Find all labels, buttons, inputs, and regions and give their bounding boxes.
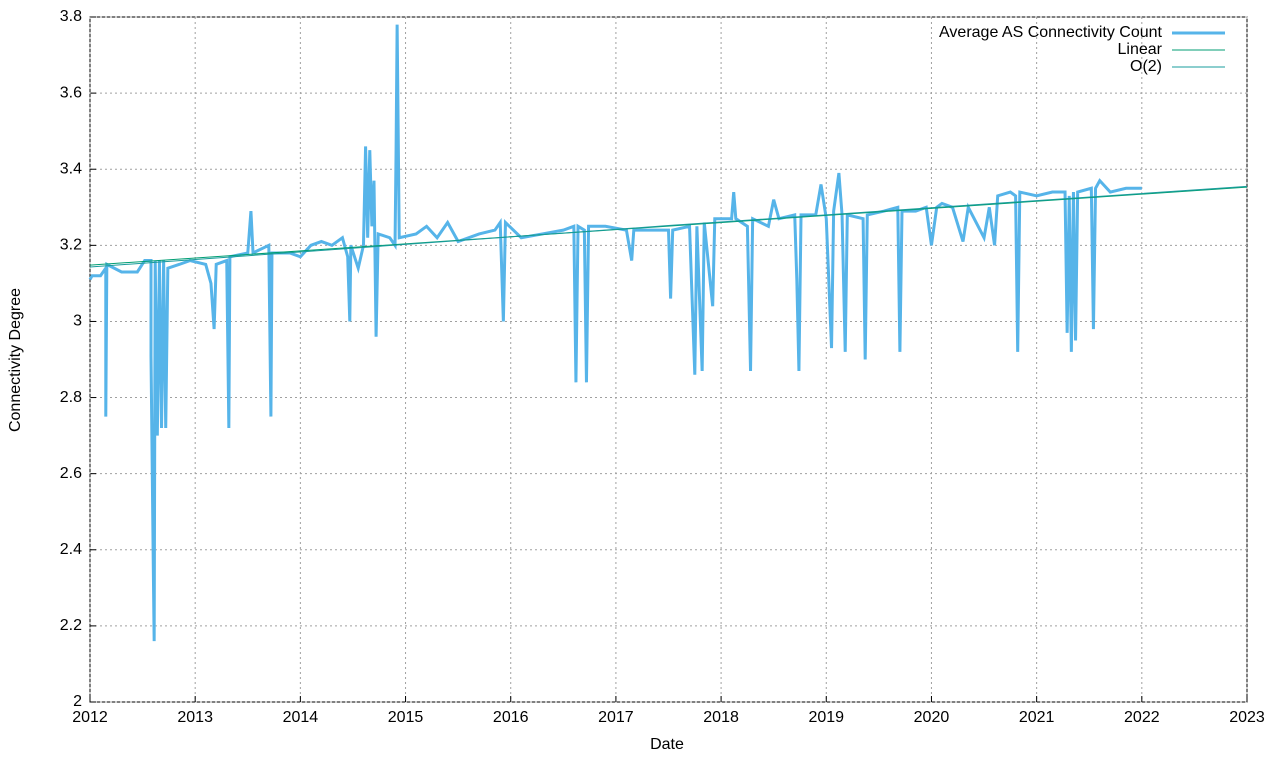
y-tick-label: 2.8: [60, 389, 82, 406]
y-tick-label: 3.4: [60, 160, 82, 177]
data-line: [89, 186, 1248, 266]
x-tick-label: 2020: [914, 709, 950, 726]
x-tick-label: 2015: [388, 709, 424, 726]
y-tick-label: 2.6: [60, 465, 82, 482]
x-tick-label: 2014: [283, 709, 319, 726]
data-line: [89, 185, 1248, 268]
y-axis-label: Connectivity Degree: [7, 288, 24, 432]
y-tick-label: 3.6: [60, 84, 82, 101]
y-tick-label: 2.4: [60, 541, 82, 558]
y-tick-label: 2.2: [60, 617, 82, 634]
x-tick-label: 2022: [1124, 709, 1160, 726]
legend-label: O(2): [1130, 58, 1162, 75]
x-tick-label: 2021: [1019, 709, 1055, 726]
data-line: [88, 24, 1142, 642]
x-axis-label: Date: [650, 736, 684, 753]
plot-frame: [89, 16, 1248, 703]
y-tick-label: 3.8: [60, 8, 82, 25]
x-tick-label: 2023: [1229, 709, 1265, 726]
x-tick-label: 2018: [703, 709, 739, 726]
x-tick-label: 2013: [177, 709, 213, 726]
x-tick-label: 2019: [808, 709, 844, 726]
legend-label: Linear: [1118, 41, 1163, 58]
y-tick-label: 2: [73, 693, 82, 710]
x-tick-label: 2016: [493, 709, 529, 726]
y-tick-label: 3.2: [60, 237, 82, 254]
y-tick-label: 3: [73, 313, 82, 330]
x-tick-label: 2012: [72, 709, 108, 726]
legend-label: Average AS Connectivity Count: [939, 24, 1163, 41]
x-tick-label: 2017: [598, 709, 634, 726]
